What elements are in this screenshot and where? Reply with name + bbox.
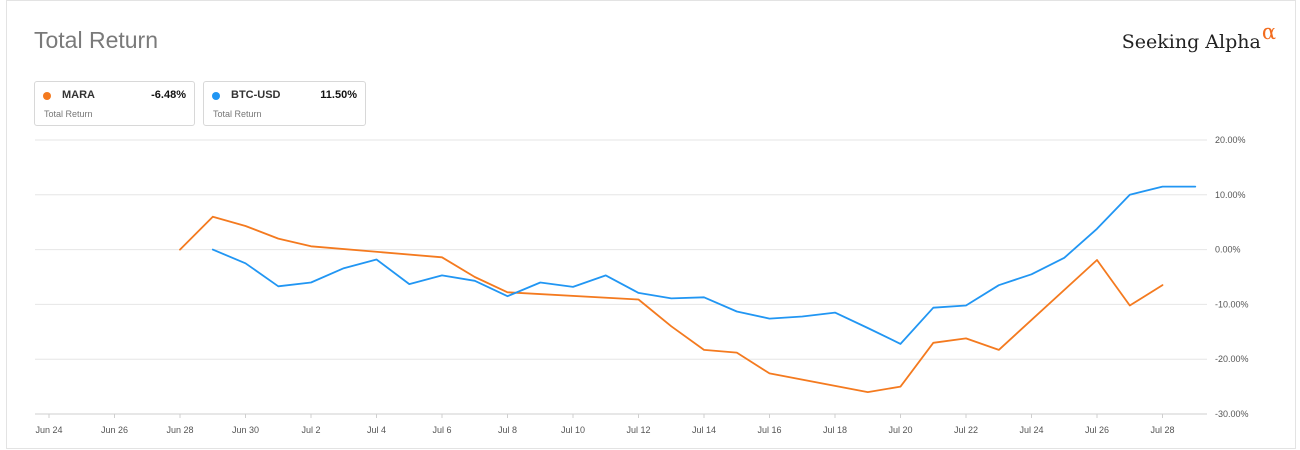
x-tick-label: Jul 10 (561, 425, 585, 435)
legend-item-mara[interactable]: MARA -6.48% Total Return (34, 81, 195, 126)
x-tick-label: Jun 28 (166, 425, 193, 435)
chart-title: Total Return (34, 27, 159, 53)
x-tick-label: Jul 18 (823, 425, 847, 435)
y-tick-label: -30.00% (1215, 409, 1249, 419)
x-tick-label: Jul 16 (757, 425, 781, 435)
y-tick-label: -10.00% (1215, 299, 1249, 309)
seeking-alpha-logo[interactable]: Seeking Alphaα (1122, 20, 1276, 53)
x-tick-label: Jul 28 (1150, 425, 1174, 435)
series-line-mara (179, 215, 1164, 394)
legend-name: BTC-USD (231, 89, 281, 101)
x-tick-label: Jun 26 (101, 425, 128, 435)
x-tick-label: Jul 20 (888, 425, 912, 435)
alpha-icon: α (1261, 20, 1276, 44)
mara-dot-icon (43, 92, 51, 100)
legend-sublabel: Total Return (213, 109, 262, 119)
y-tick-label: 20.00% (1215, 135, 1246, 145)
x-tick-label: Jul 4 (367, 425, 386, 435)
y-tick-label: 0.00% (1215, 245, 1241, 255)
x-tick-label: Jun 30 (232, 425, 259, 435)
legend-value: 11.50% (320, 89, 357, 101)
legend-name: MARA (62, 89, 95, 101)
series-line-btc-usd (211, 185, 1197, 345)
y-tick-label: -20.00% (1215, 354, 1249, 364)
x-tick-label: Jul 14 (692, 425, 716, 435)
x-tick-label: Jul 2 (301, 425, 320, 435)
x-tick-label: Jul 22 (954, 425, 978, 435)
legend-value: -6.48% (151, 89, 186, 101)
chart-frame (6, 0, 1296, 449)
brand-name: Seeking Alpha (1121, 31, 1261, 53)
y-tick-label: 10.00% (1215, 190, 1246, 200)
legend-item-btc-usd[interactable]: BTC-USD 11.50% Total Return (203, 81, 366, 126)
x-tick-label: Jul 6 (432, 425, 451, 435)
x-tick-label: Jul 24 (1019, 425, 1043, 435)
x-tick-label: Jul 12 (626, 425, 650, 435)
btc-dot-icon (212, 92, 220, 100)
x-tick-label: Jul 26 (1085, 425, 1109, 435)
x-tick-label: Jun 24 (35, 425, 62, 435)
x-tick-label: Jul 8 (498, 425, 517, 435)
legend-sublabel: Total Return (44, 109, 93, 119)
